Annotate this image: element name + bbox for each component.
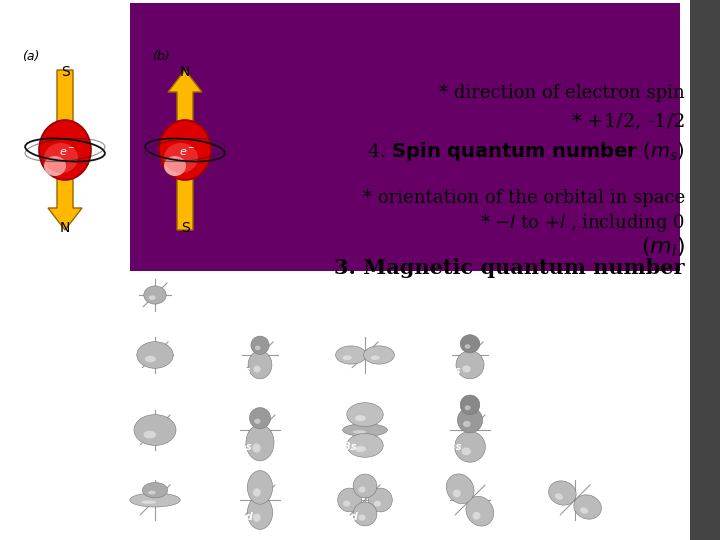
- Ellipse shape: [44, 156, 66, 176]
- Ellipse shape: [353, 502, 377, 526]
- Text: 3s: 3s: [239, 442, 251, 453]
- Ellipse shape: [343, 355, 352, 360]
- Text: * orientation of the orbital in space: * orientation of the orbital in space: [363, 189, 685, 207]
- Ellipse shape: [453, 490, 461, 497]
- Ellipse shape: [164, 156, 186, 176]
- Ellipse shape: [353, 430, 366, 434]
- Ellipse shape: [462, 448, 471, 455]
- Text: 3d: 3d: [134, 512, 148, 522]
- Text: $e^-$: $e^-$: [179, 146, 195, 158]
- Ellipse shape: [343, 501, 350, 507]
- Ellipse shape: [159, 120, 211, 180]
- Ellipse shape: [457, 408, 482, 433]
- Text: 2s: 2s: [449, 366, 462, 376]
- Ellipse shape: [355, 446, 366, 452]
- Text: (b): (b): [152, 50, 170, 63]
- Ellipse shape: [464, 345, 470, 349]
- Ellipse shape: [252, 443, 261, 453]
- Ellipse shape: [164, 143, 198, 173]
- Text: S: S: [181, 221, 189, 235]
- Ellipse shape: [130, 493, 180, 507]
- Ellipse shape: [44, 143, 78, 173]
- Ellipse shape: [251, 336, 269, 354]
- Text: 2s: 2s: [344, 366, 356, 376]
- Bar: [130, 3, 680, 271]
- Ellipse shape: [347, 403, 383, 427]
- Ellipse shape: [369, 488, 392, 512]
- Ellipse shape: [371, 355, 379, 360]
- Ellipse shape: [343, 424, 387, 436]
- Ellipse shape: [149, 295, 156, 300]
- Ellipse shape: [580, 508, 588, 514]
- Text: 3s: 3s: [134, 442, 146, 453]
- FancyArrow shape: [48, 70, 82, 230]
- Ellipse shape: [143, 483, 168, 498]
- Ellipse shape: [374, 501, 381, 507]
- Ellipse shape: [39, 120, 91, 180]
- Text: N: N: [180, 65, 190, 79]
- Ellipse shape: [253, 514, 261, 522]
- Ellipse shape: [248, 470, 273, 504]
- Ellipse shape: [144, 286, 166, 304]
- Ellipse shape: [254, 418, 261, 424]
- Ellipse shape: [148, 490, 156, 495]
- Text: 3d: 3d: [239, 512, 253, 522]
- Text: 3s: 3s: [344, 442, 356, 453]
- Ellipse shape: [255, 346, 261, 350]
- FancyArrow shape: [168, 70, 202, 230]
- Text: * $-l$ to $+l$ , including 0: * $-l$ to $+l$ , including 0: [480, 212, 685, 234]
- Bar: [690, 0, 720, 540]
- Ellipse shape: [574, 495, 601, 519]
- Ellipse shape: [248, 351, 272, 379]
- Ellipse shape: [364, 346, 395, 364]
- Text: * $+$1/2, -1/2: * $+$1/2, -1/2: [571, 112, 685, 132]
- Ellipse shape: [338, 488, 361, 512]
- Ellipse shape: [446, 474, 474, 504]
- Ellipse shape: [472, 512, 480, 519]
- Ellipse shape: [336, 346, 366, 364]
- Ellipse shape: [141, 501, 156, 504]
- Ellipse shape: [246, 424, 274, 461]
- Text: * direction of electron spin: * direction of electron spin: [439, 84, 685, 102]
- Ellipse shape: [460, 335, 480, 353]
- Ellipse shape: [134, 415, 176, 446]
- Ellipse shape: [145, 356, 156, 362]
- Ellipse shape: [555, 494, 563, 500]
- Ellipse shape: [248, 496, 273, 529]
- Ellipse shape: [359, 487, 366, 492]
- Ellipse shape: [253, 366, 261, 373]
- Text: 4. $\bf{Spin\ quantum\ number}$ $(m_s)$: 4. $\bf{Spin\ quantum\ number}$ $(m_s)$: [367, 140, 685, 163]
- Text: 3d: 3d: [554, 512, 568, 522]
- Ellipse shape: [466, 496, 494, 526]
- Ellipse shape: [250, 408, 271, 429]
- Ellipse shape: [253, 488, 261, 497]
- Ellipse shape: [359, 515, 366, 521]
- Text: $e^-$: $e^-$: [59, 146, 75, 158]
- Text: 3d: 3d: [449, 512, 463, 522]
- Text: 3d: 3d: [344, 512, 358, 522]
- Ellipse shape: [463, 421, 471, 427]
- Text: (a): (a): [22, 50, 40, 63]
- Ellipse shape: [137, 342, 174, 368]
- Ellipse shape: [143, 431, 156, 438]
- Ellipse shape: [549, 481, 576, 505]
- Text: 3. Magnetic quantum number: 3. Magnetic quantum number: [335, 258, 685, 278]
- Text: S: S: [60, 65, 69, 79]
- Text: 1s: 1s: [134, 305, 146, 315]
- Text: 2s: 2s: [134, 366, 146, 376]
- Ellipse shape: [456, 351, 484, 379]
- Ellipse shape: [454, 431, 485, 462]
- Text: 3s: 3s: [449, 442, 462, 453]
- Text: 2s: 2s: [239, 366, 251, 376]
- Ellipse shape: [355, 415, 366, 421]
- Ellipse shape: [460, 395, 480, 415]
- Ellipse shape: [464, 406, 470, 410]
- Ellipse shape: [353, 474, 377, 498]
- Ellipse shape: [462, 366, 471, 373]
- Ellipse shape: [347, 434, 383, 457]
- Text: $(m_l)$: $(m_l)$: [641, 235, 685, 259]
- Text: N: N: [60, 221, 70, 235]
